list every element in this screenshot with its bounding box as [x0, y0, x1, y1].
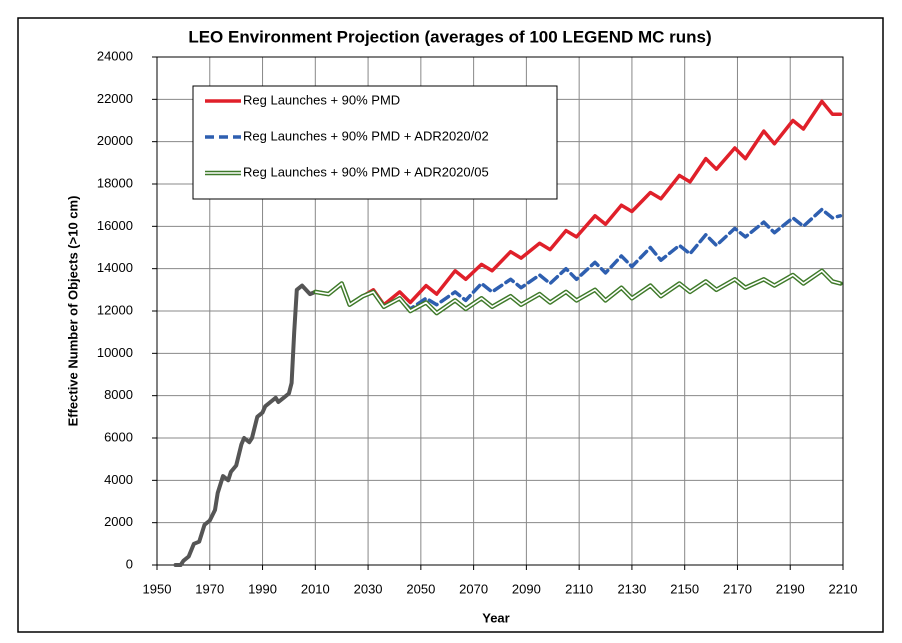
x-tick-label: 2130 — [617, 581, 646, 596]
x-tick-label: 1970 — [195, 581, 224, 596]
legend-label: Reg Launches + 90% PMD + ADR2020/05 — [243, 164, 489, 179]
y-tick-label: 18000 — [97, 175, 133, 190]
y-tick-label: 0 — [126, 556, 133, 571]
y-tick-label: 6000 — [104, 429, 133, 444]
y-tick-label: 4000 — [104, 472, 133, 487]
x-tick-label: 2090 — [512, 581, 541, 596]
series-line-inner — [315, 270, 841, 314]
legend-box — [192, 85, 558, 200]
chart-title: LEO Environment Projection (averages of … — [188, 27, 711, 46]
x-tick-label: 2030 — [354, 581, 383, 596]
x-tick-label: 2010 — [301, 581, 330, 596]
x-tick-label: 2110 — [565, 581, 593, 596]
y-tick-label: 24000 — [97, 48, 133, 63]
legend-label: Reg Launches + 90% PMD + ADR2020/02 — [243, 128, 489, 143]
x-tick-label: 1990 — [248, 581, 277, 596]
x-tick-label: 2150 — [670, 581, 699, 596]
series-line — [173, 281, 352, 567]
x-tick-label: 2070 — [459, 581, 488, 596]
x-tick-label: 2210 — [829, 581, 858, 596]
y-tick-label: 16000 — [97, 218, 133, 233]
x-tick-label: 2050 — [406, 581, 435, 596]
x-tick-label: 2170 — [723, 581, 752, 596]
series-line — [313, 99, 843, 307]
y-tick-label: 22000 — [97, 91, 133, 106]
legend-label: Reg Launches + 90% PMD — [243, 92, 400, 107]
x-tick-label: 1950 — [143, 581, 172, 596]
x-tick-label: 2190 — [776, 581, 805, 596]
y-tick-label: 8000 — [104, 387, 133, 402]
y-tick-label: 12000 — [97, 302, 133, 317]
plot-frame — [156, 56, 844, 566]
y-tick-label: 10000 — [97, 345, 133, 360]
y-tick-label: 20000 — [97, 133, 133, 148]
y-axis-title: Effective Number of Objects (>10 cm) — [65, 196, 80, 427]
y-tick-label: 14000 — [97, 260, 133, 275]
x-axis-title: Year — [482, 610, 509, 625]
y-tick-label: 2000 — [104, 514, 133, 529]
